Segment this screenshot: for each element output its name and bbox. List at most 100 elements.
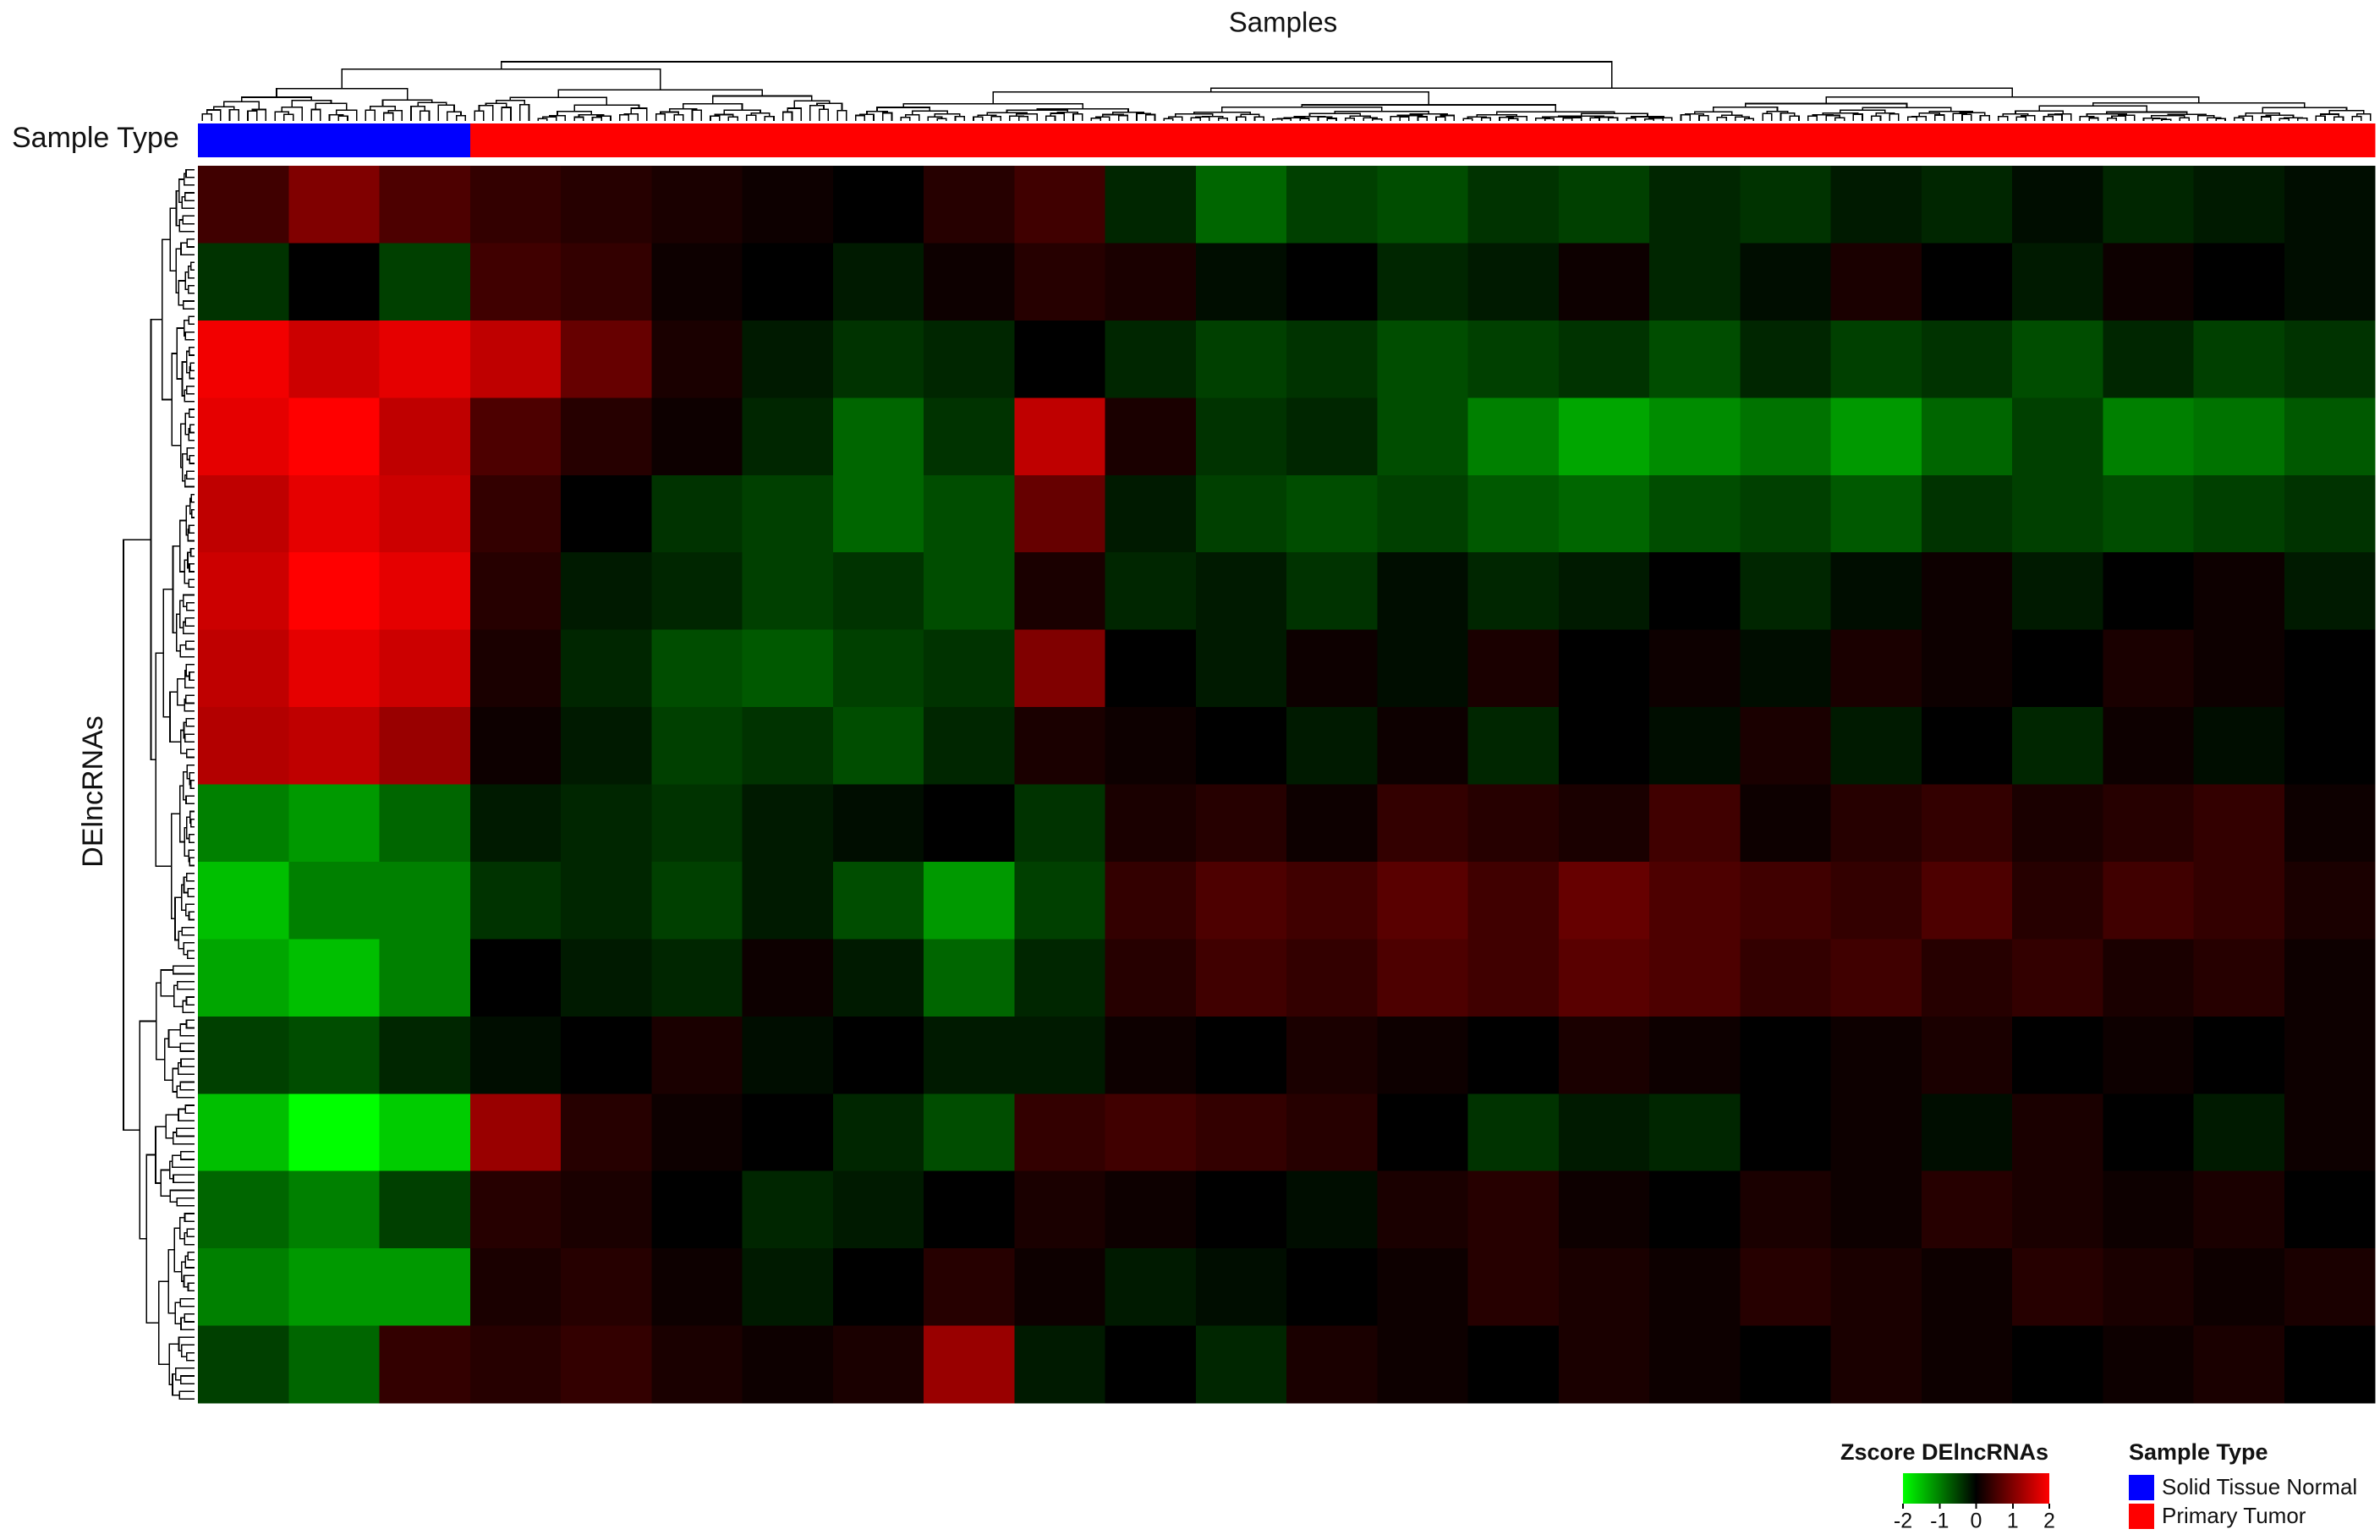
heatmap-cell <box>1467 1170 1560 1249</box>
heatmap-cell <box>1740 320 1831 398</box>
dendrogram-branch <box>655 113 666 121</box>
dendrogram-branch <box>172 1132 195 1145</box>
dendrogram-branch <box>276 88 409 101</box>
heatmap-cell <box>1649 320 1741 398</box>
dendrogram-branch <box>185 350 190 374</box>
heatmap-cell <box>742 1093 834 1172</box>
dendrogram-branch <box>1193 111 1251 115</box>
heatmap-cell <box>1830 861 1922 940</box>
dendrogram-branch <box>188 578 195 589</box>
heatmap-cell <box>1014 1248 1105 1327</box>
dendrogram-branch <box>189 671 195 681</box>
heatmap-cell <box>2012 707 2103 785</box>
dendrogram-branch <box>175 613 181 652</box>
dendrogram-branch <box>188 834 195 843</box>
dendrogram-branch <box>1870 115 1882 121</box>
heatmap-cell <box>1830 629 1922 708</box>
dendrogram-branch <box>1017 115 1029 121</box>
heatmap-cell <box>651 1093 743 1172</box>
heatmap-cell <box>1286 1248 1378 1327</box>
dendrogram-branch <box>1535 117 1550 121</box>
heatmap-cell <box>2103 474 2194 553</box>
dendrogram-branch <box>1655 117 1673 121</box>
heatmap-cell <box>651 939 743 1017</box>
heatmap-cell <box>1467 707 1560 785</box>
heatmap-cell <box>1921 397 2013 476</box>
heatmap-cell <box>832 474 924 553</box>
dendrogram-branch <box>1685 113 1705 116</box>
heatmap-cell <box>1014 784 1105 863</box>
heatmap-cell <box>832 939 924 1017</box>
heatmap-cell <box>651 320 743 398</box>
dendrogram-branch <box>1293 115 1326 118</box>
dendrogram-branch <box>1334 110 1430 114</box>
dendrogram-branch <box>2351 115 2362 121</box>
dendrogram-branch <box>866 110 888 115</box>
heatmap-cell <box>1195 1170 1287 1249</box>
dendrogram-branch <box>228 108 240 121</box>
heatmap-cell <box>469 1325 562 1404</box>
heatmap-cell <box>1014 939 1105 1017</box>
dendrogram-branch <box>1643 118 1655 121</box>
dendrogram-branch <box>168 1343 179 1386</box>
heatmap-cell <box>1921 1325 2013 1404</box>
dendrogram-branch <box>187 950 195 960</box>
heatmap-cell <box>1649 1248 1741 1327</box>
heatmap-cell <box>1740 1093 1831 1172</box>
heatmap-cell <box>1740 1016 1831 1094</box>
dendrogram-branch <box>181 1344 195 1357</box>
dendrogram-branch <box>2315 115 2326 121</box>
heatmap-cell <box>1558 939 1650 1017</box>
dendrogram-branch <box>185 1351 195 1362</box>
dendrogram-branch <box>173 1227 182 1273</box>
heatmap-cell <box>924 397 1015 476</box>
annotation-cell <box>1377 123 1468 157</box>
heatmap-cell <box>1558 629 1650 708</box>
heatmap-cell <box>2284 629 2376 708</box>
dendrogram-branch <box>1557 115 1605 118</box>
dendrogram-branch <box>178 1108 195 1122</box>
heatmap-cell <box>469 552 562 631</box>
dendrogram-branch <box>189 771 195 786</box>
dendrogram-branch <box>787 107 803 121</box>
heatmap-cell <box>1649 1325 1741 1404</box>
dendrogram-branch <box>1349 115 1372 118</box>
heatmap-cell <box>742 629 834 708</box>
dendrogram-branch <box>447 111 462 121</box>
heatmap-cell <box>1195 629 1287 708</box>
dendrogram-branch <box>1390 116 1406 121</box>
dendrogram-branch <box>1712 106 1779 112</box>
dendrogram-branch <box>185 470 195 480</box>
dendrogram-branch <box>2043 116 2054 121</box>
heatmap-cell <box>1286 1016 1378 1094</box>
heatmap-cell <box>1286 552 1378 631</box>
dendrogram-branch <box>1834 117 1845 121</box>
dendrogram-branch <box>1016 112 1038 121</box>
dendrogram-branch <box>854 114 866 121</box>
heatmap-cell <box>1830 1248 1922 1327</box>
dendrogram-branch <box>185 1019 195 1029</box>
heatmap-cell <box>2012 1325 2103 1404</box>
heatmap-cell <box>2103 861 2194 940</box>
heatmap-cell <box>561 474 652 553</box>
dendrogram-branch <box>179 1081 195 1091</box>
heatmap-cell <box>1286 1325 1378 1404</box>
dendrogram-branch <box>186 447 195 461</box>
dendrogram-branch <box>478 105 494 121</box>
heatmap-cell <box>1014 861 1105 940</box>
dendrogram-branch <box>274 111 290 121</box>
heatmap-cell <box>742 552 834 631</box>
dendrogram-branch <box>169 207 177 272</box>
heatmap-cell <box>1467 1248 1560 1327</box>
heatmap-cell <box>469 1093 562 1172</box>
dendrogram-branch <box>185 168 195 178</box>
heatmap-cell <box>2284 784 2376 863</box>
heatmap-cell <box>1558 166 1650 244</box>
heatmap-cell <box>2284 474 2376 553</box>
heatmap-cell <box>924 707 1015 785</box>
heatmap-cell <box>1740 552 1831 631</box>
dendrogram-branch <box>184 1232 195 1246</box>
dendrogram-branch <box>183 320 189 337</box>
dendrogram-branch <box>182 215 195 225</box>
heatmap-cell <box>198 1093 289 1172</box>
